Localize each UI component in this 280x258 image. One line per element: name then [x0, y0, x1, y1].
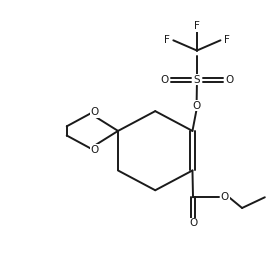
Text: O: O — [193, 101, 201, 111]
Text: F: F — [164, 35, 170, 45]
Text: O: O — [189, 218, 197, 228]
Text: O: O — [90, 107, 99, 117]
Text: O: O — [160, 75, 169, 85]
Text: F: F — [194, 21, 200, 31]
Text: O: O — [225, 75, 234, 85]
Text: O: O — [90, 144, 99, 155]
Text: S: S — [193, 75, 200, 85]
Text: F: F — [224, 35, 230, 45]
Text: O: O — [221, 192, 229, 202]
